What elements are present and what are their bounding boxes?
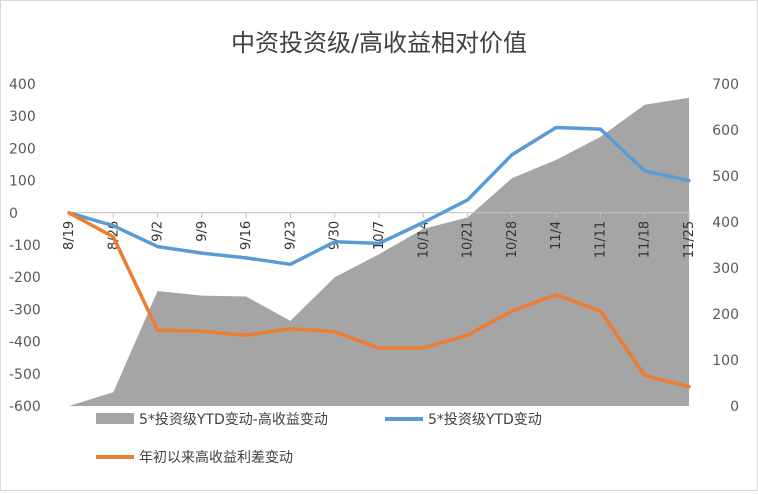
legend-swatch-area <box>96 413 134 424</box>
line-point-2-8 <box>422 346 425 350</box>
left-tick-label: -600 <box>9 399 41 415</box>
right-tick-label: 100 <box>712 353 739 369</box>
line-point-2-1 <box>112 235 115 239</box>
x-tick-label: 9/23 <box>283 221 298 250</box>
line-point-1-5 <box>289 263 292 266</box>
left-tick-label: -500 <box>9 367 41 383</box>
line-point-2-10 <box>510 309 514 313</box>
line-point-1-6 <box>333 240 336 243</box>
line-point-2-13 <box>643 374 646 377</box>
x-tick-label: 9/2 <box>151 221 166 242</box>
line-point-1-1 <box>112 224 115 227</box>
line-point-1-3 <box>200 251 204 255</box>
area-series-0 <box>69 97 689 407</box>
line-point-2-6 <box>333 330 336 334</box>
x-tick-label: 11/11 <box>593 221 608 258</box>
line-point-1-14 <box>687 179 691 182</box>
line-point-1-8 <box>422 221 425 224</box>
x-tick-label: 11/4 <box>549 221 564 250</box>
x-tick-label: 8/19 <box>62 221 77 250</box>
line-point-2-0 <box>67 211 71 214</box>
line-point-2-7 <box>377 346 381 350</box>
legend-label-area: 5*投资级YTD变动-高收益变动 <box>139 411 328 428</box>
x-tick-label: 10/14 <box>416 221 431 258</box>
line-point-1-4 <box>244 256 248 260</box>
left-tick-label: 200 <box>9 141 36 157</box>
line-point-2-4 <box>244 334 248 337</box>
legend: 5*投资级YTD变动-高收益变动 5*投资级YTD变动 年初以来高收益利差变动 <box>96 411 542 466</box>
line-point-1-10 <box>510 153 514 156</box>
line-point-1-11 <box>554 126 558 129</box>
area-layer <box>69 97 689 407</box>
right-tick-label: 0 <box>730 399 739 415</box>
line-point-2-14 <box>687 385 691 388</box>
x-tick-label: 9/9 <box>195 221 210 242</box>
right-tick-label: 700 <box>712 77 739 93</box>
left-tick-label: -100 <box>9 238 41 254</box>
right-tick-label: 600 <box>712 123 739 139</box>
line-point-1-7 <box>377 242 381 245</box>
line-layer <box>67 125 691 389</box>
legend-label-orange-line: 年初以来高收益利差变动 <box>139 449 293 466</box>
line-point-2-2 <box>156 329 159 332</box>
legend-label-blue-line: 5*投资级YTD变动 <box>428 412 542 428</box>
line-point-1-9 <box>466 198 469 202</box>
line-point-2-5 <box>289 327 292 330</box>
x-tick-label: 9/16 <box>239 221 254 250</box>
x-tick-label: 10/28 <box>505 221 520 258</box>
right-tick-label: 500 <box>712 169 739 185</box>
x-tick-label: 10/7 <box>372 221 387 250</box>
x-tick-label: 10/21 <box>461 221 476 258</box>
right-tick-label: 200 <box>712 307 739 323</box>
left-tick-label: 300 <box>9 109 36 125</box>
left-tick-label: 100 <box>9 174 36 190</box>
line-point-2-9 <box>466 334 469 337</box>
right-tick-label: 400 <box>712 215 739 231</box>
line-point-1-13 <box>643 169 646 173</box>
left-tick-label: -300 <box>9 302 41 318</box>
left-tick-label: -200 <box>9 270 41 286</box>
left-tick-label: 0 <box>9 206 18 222</box>
left-tick-label: 400 <box>9 77 36 93</box>
left-tick-label: -400 <box>9 335 41 351</box>
chart-title: 中资投资级/高收益相对价值 <box>231 29 527 57</box>
line-point-1-12 <box>599 127 602 131</box>
right-tick-label: 300 <box>712 261 739 277</box>
line-point-2-12 <box>599 309 602 313</box>
x-tick-label: 11/25 <box>682 221 697 258</box>
line-point-1-2 <box>156 245 159 248</box>
line-point-2-3 <box>200 330 204 333</box>
x-tick-label: 11/18 <box>638 221 653 258</box>
line-point-2-11 <box>554 293 558 297</box>
